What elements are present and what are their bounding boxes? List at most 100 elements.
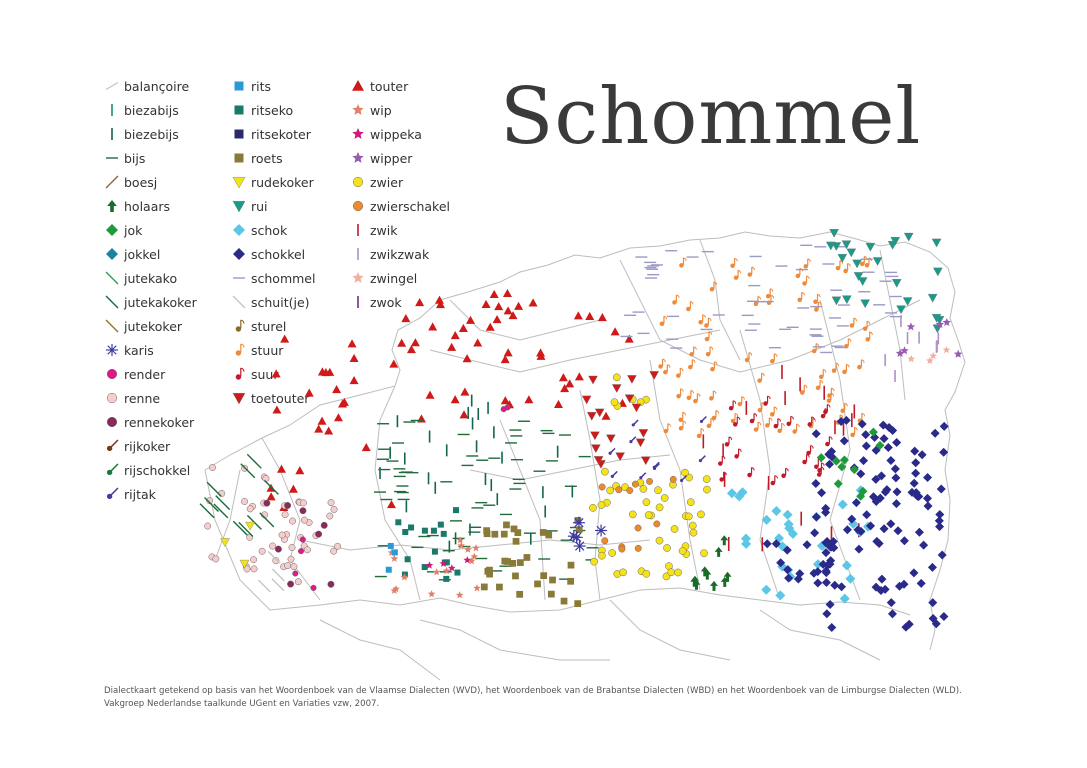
map-point: [269, 542, 277, 550]
map-point: [829, 229, 839, 238]
map-point: [674, 568, 682, 577]
map-point: [480, 583, 488, 591]
map-point: [591, 444, 601, 454]
legend-item: zwier: [350, 170, 450, 194]
map-point: [935, 509, 945, 519]
map-point: [326, 512, 334, 520]
map-point: [753, 421, 762, 432]
map-point: [672, 294, 680, 305]
map-point: [262, 475, 270, 482]
legend-symbol-icon: [106, 463, 119, 476]
map-point: [706, 417, 714, 429]
map-point: [730, 412, 739, 424]
map-point: [762, 539, 772, 549]
map-point: [934, 516, 944, 526]
map-point: [608, 549, 617, 557]
map-point: [512, 537, 520, 545]
legend-label: rijkoker: [124, 438, 171, 454]
map-title: Schommel: [500, 72, 922, 162]
map-point: [839, 455, 849, 465]
legend-label: zwingel: [370, 270, 418, 286]
map-point: [927, 562, 937, 572]
map-point: [847, 514, 857, 524]
map-point: [545, 531, 553, 539]
legend-item: renne: [104, 386, 197, 410]
map-point: [400, 573, 409, 581]
map-point: [660, 494, 669, 502]
map-point: [658, 358, 666, 369]
map-point: [250, 565, 258, 573]
map-point: [315, 530, 323, 538]
map-point: [776, 558, 786, 568]
legend-item: rijtak: [104, 482, 197, 506]
map-point: [814, 458, 822, 469]
map-point: [872, 257, 883, 266]
legend-label: wippeka: [370, 126, 422, 142]
map-point: [866, 521, 876, 531]
map-point: [709, 281, 718, 292]
map-point: [410, 338, 420, 347]
legend-item: stuur: [231, 338, 315, 362]
map-point: [891, 279, 902, 288]
map-point: [536, 348, 546, 357]
map-point: [655, 503, 664, 512]
map-point: [865, 331, 873, 342]
legend-item: rennekoker: [104, 410, 197, 434]
map-point: [437, 521, 444, 528]
map-point: [833, 479, 843, 489]
map-point: [516, 559, 524, 566]
map-point: [263, 479, 279, 495]
map-point: [481, 299, 491, 308]
legend-symbol-icon: [106, 392, 118, 404]
map-point: [879, 524, 889, 534]
map-point: [663, 364, 671, 375]
legend-item: balançoire: [104, 74, 197, 98]
map-point: [277, 464, 287, 473]
map-point: [825, 600, 835, 610]
legend-label: zwikzwak: [370, 246, 430, 262]
legend-label: biezabijs: [124, 102, 179, 118]
map-point: [642, 498, 651, 506]
legend-symbol-icon: [106, 368, 118, 380]
map-point: [567, 577, 575, 585]
map-point: [292, 570, 299, 577]
legend-item: schokkel: [231, 242, 315, 266]
map-point: [349, 353, 359, 363]
legend-label: schok: [251, 222, 288, 238]
map-point: [528, 298, 538, 307]
legend-label: ritseko: [251, 102, 294, 118]
map-point: [669, 475, 677, 483]
map-point: [639, 472, 647, 480]
map-point: [678, 420, 687, 431]
map-point: [640, 456, 651, 466]
map-point: [629, 436, 637, 444]
map-point: [828, 536, 838, 546]
map-point: [678, 411, 686, 423]
map-point: [907, 487, 917, 497]
map-point: [676, 388, 684, 399]
map-point: [615, 486, 623, 494]
map-point: [239, 559, 250, 569]
map-point: [868, 427, 878, 437]
legend-symbol-icon: [106, 416, 118, 428]
map-point: [811, 429, 821, 439]
map-point: [271, 369, 281, 378]
map-point: [861, 441, 871, 451]
map-point: [696, 427, 705, 439]
map-point: [439, 559, 448, 567]
map-point: [611, 384, 622, 393]
map-point: [857, 277, 868, 286]
map-point: [841, 415, 851, 425]
map-point: [443, 575, 450, 582]
map-point: [473, 338, 483, 347]
map-point: [601, 537, 609, 545]
legend-symbol-icon: [105, 319, 119, 333]
map-point: [624, 394, 635, 404]
map-point: [916, 578, 926, 588]
map-point: [782, 545, 792, 555]
map-point: [213, 503, 229, 519]
map-point: [558, 373, 568, 382]
map-point: [575, 526, 583, 534]
map-point: [770, 353, 778, 364]
